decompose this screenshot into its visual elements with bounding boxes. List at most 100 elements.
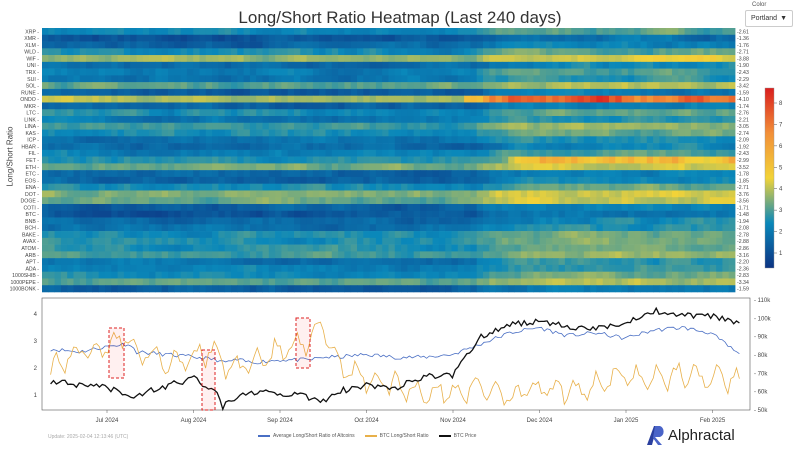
heatmap-cell: [653, 136, 660, 144]
heatmap-cell: [426, 28, 433, 36]
heatmap-cell: [117, 210, 125, 218]
heatmap-cell: [546, 143, 553, 151]
heatmap-cell: [646, 190, 654, 198]
heatmap-cell: [577, 116, 585, 124]
heatmap-cell: [344, 41, 352, 49]
heatmap-cell: [514, 129, 522, 137]
heatmap-cell: [256, 48, 263, 56]
heatmap-cell: [464, 109, 471, 117]
heatmap-cell: [609, 176, 616, 184]
heatmap-cell: [539, 204, 547, 212]
heatmap-cell: [426, 102, 433, 110]
heatmap-cell: [420, 61, 427, 69]
heatmap-cell: [457, 102, 465, 110]
heatmap-cell: [646, 143, 654, 151]
heatmap-cell: [659, 231, 667, 239]
heatmap-cell: [546, 48, 553, 56]
heatmap-cell: [375, 264, 383, 272]
heatmap-cell: [338, 55, 345, 63]
heatmap-cell: [105, 109, 112, 117]
heatmap-cell: [79, 143, 87, 151]
heatmap-cell: [615, 68, 622, 76]
heatmap-cell: [420, 88, 427, 96]
heatmap-cell: [495, 116, 503, 124]
heatmap-cell: [659, 68, 667, 76]
heatmap-cell: [665, 197, 673, 205]
heatmap-cell: [155, 28, 163, 36]
heatmap-cell: [168, 278, 175, 286]
heatmap-cell: [634, 149, 641, 157]
heatmap-cell: [420, 122, 427, 130]
heatmap-cell: [621, 237, 629, 245]
heatmap-cell: [634, 197, 641, 205]
heatmap-cell: [640, 149, 648, 157]
heatmap-cell: [709, 190, 717, 198]
heatmap-cell: [432, 41, 440, 49]
legend-item-btc-ratio[interactable]: BTC Long/Short Ratio: [364, 433, 429, 439]
heatmap-cell: [338, 68, 345, 76]
heatmap-cell: [514, 88, 522, 96]
heatmap-cell: [388, 244, 396, 252]
heatmap-cell: [111, 264, 118, 272]
heatmap-cell: [205, 143, 213, 151]
heatmap-cell: [331, 170, 339, 178]
heatmap-cell: [117, 237, 125, 245]
heatmap-cell: [609, 109, 616, 117]
heatmap-cell: [464, 190, 471, 198]
legend-item-btc-price[interactable]: BTC Price: [438, 433, 476, 439]
heatmap-cell: [514, 285, 522, 293]
heatmap-cell: [483, 88, 490, 96]
heatmap-cell: [111, 224, 118, 232]
heatmap-cell: [653, 34, 660, 42]
row-label: BTC -: [25, 212, 39, 218]
heatmap-cell: [161, 109, 169, 117]
heatmap-cell: [609, 285, 616, 293]
heatmap-cell: [728, 28, 736, 36]
heatmap-cell: [646, 244, 654, 252]
heatmap-cell: [218, 176, 226, 184]
heatmap-cell: [407, 244, 415, 252]
heatmap-cell: [432, 237, 440, 245]
heatmap-cell: [174, 271, 181, 279]
heatmap-cell: [438, 244, 446, 252]
heatmap-cell: [331, 264, 339, 272]
color-scale-select[interactable]: Portland ▼: [745, 10, 793, 27]
heatmap-cell: [728, 61, 736, 69]
heatmap-cell: [533, 224, 541, 232]
heatmap-cell: [709, 258, 717, 266]
heatmap-cell: [703, 116, 711, 124]
heatmap-cell: [583, 170, 591, 178]
heatmap-cell: [149, 61, 156, 69]
heatmap-cell: [438, 285, 446, 293]
heatmap-cell: [249, 61, 257, 69]
heatmap-cell: [325, 285, 333, 293]
heatmap-cell: [634, 217, 641, 225]
heatmap-cell: [672, 197, 679, 205]
heatmap-cell: [728, 156, 736, 164]
heatmap-cell: [684, 34, 692, 42]
heatmap-cell: [224, 149, 232, 157]
heatmap-cell: [678, 258, 685, 266]
heatmap-cell: [646, 149, 654, 157]
heatmap-cell: [357, 109, 364, 117]
heatmap-cell: [79, 28, 87, 36]
heatmap-cell: [564, 224, 572, 232]
heatmap-cell: [653, 271, 660, 279]
heatmap-cell: [48, 244, 55, 252]
heatmap-cell: [212, 136, 219, 144]
heatmap-cell: [527, 163, 534, 171]
heatmap-cell: [287, 170, 295, 178]
heatmap-cell: [508, 224, 515, 232]
heatmap-cell: [306, 55, 314, 63]
legend-item-altcoins[interactable]: Average Long/Short Ratio of Altcoins: [258, 433, 355, 439]
heatmap-cell: [583, 149, 591, 157]
heatmap-cell: [231, 61, 238, 69]
heatmap-cell: [174, 116, 181, 124]
heatmap-cell: [394, 244, 402, 252]
row-label: KAS -: [25, 131, 39, 137]
heatmap-cell: [375, 82, 383, 90]
heatmap-cell: [249, 34, 257, 42]
heatmap-cell: [382, 116, 389, 124]
heatmap-cell: [495, 41, 503, 49]
heatmap-cell: [501, 61, 509, 69]
